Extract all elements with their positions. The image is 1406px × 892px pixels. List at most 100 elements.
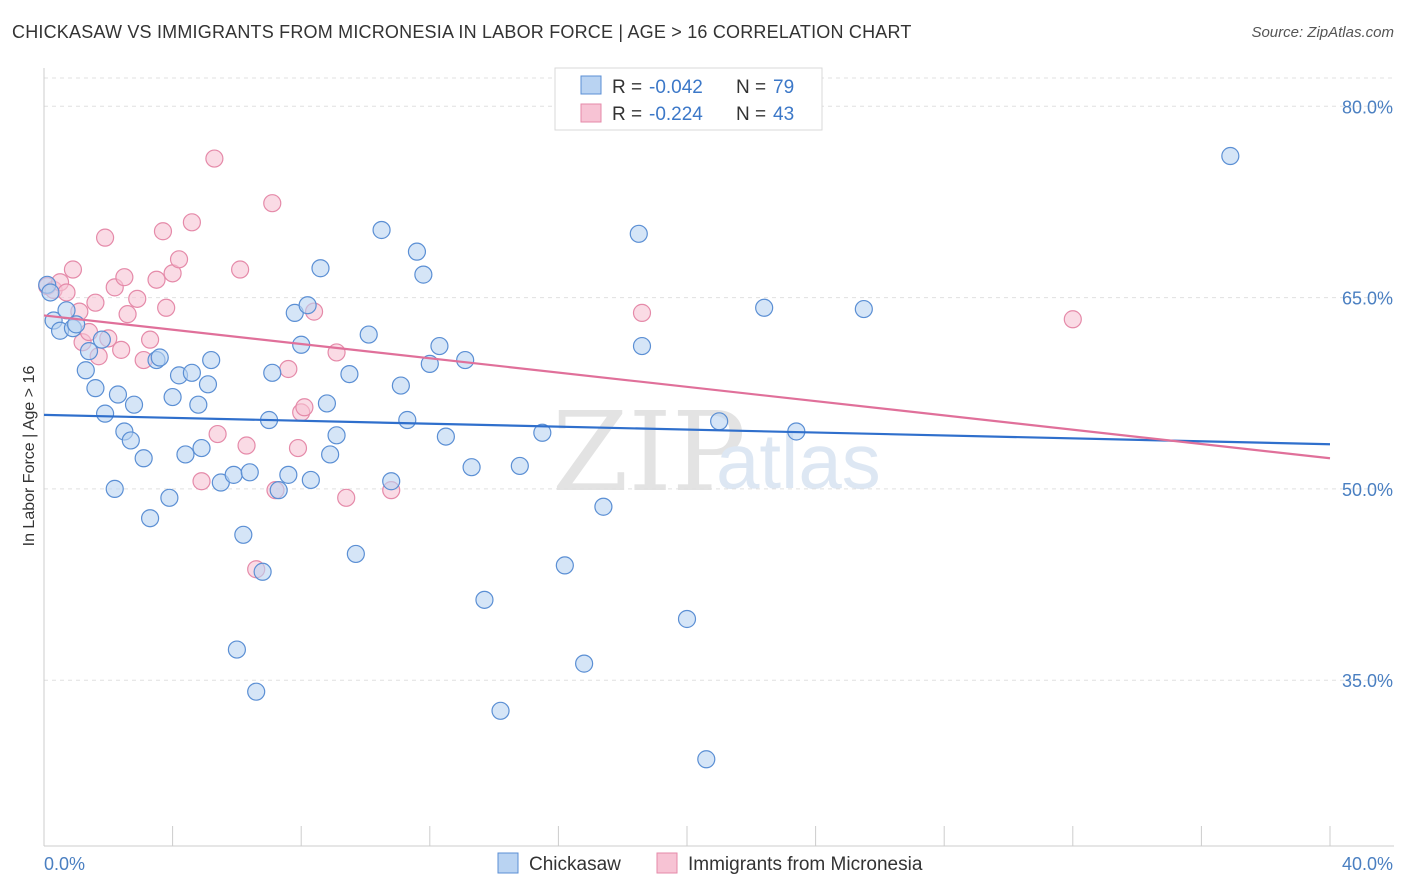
chickasaw-point-28 (198, 375, 218, 394)
micronesia-point-3 (57, 283, 76, 302)
micronesia-point-31 (263, 194, 282, 213)
chickasaw-point-54 (391, 376, 410, 395)
chickasaw-point-65 (510, 456, 529, 476)
legend-n-value-2: 43 (773, 104, 794, 125)
chickasaw-point-11 (95, 404, 115, 423)
chickasaw-point-22 (163, 387, 182, 407)
micronesia-point-41 (632, 303, 652, 322)
chickasaw-point-48 (327, 426, 346, 445)
y-tick-label-2: 50.0% (1342, 480, 1393, 500)
chickasaw-point-33 (234, 525, 253, 544)
chickasaw-point-34 (240, 463, 259, 482)
micronesia-point-28 (231, 260, 250, 279)
chickasaw-point-38 (263, 363, 282, 382)
chickasaw-point-18 (140, 509, 160, 528)
micronesia-point-13 (112, 340, 131, 359)
chickasaw-point-51 (359, 325, 378, 344)
x-tick-label-1: 40.0% (1342, 854, 1393, 874)
trend-lines (43, 314, 1331, 460)
chickasaw-point-59 (430, 336, 449, 356)
chickasaw-point-57 (414, 265, 433, 284)
y-tick-label-1: 65.0% (1342, 289, 1393, 309)
legend-r-value-1: -0.042 (649, 77, 703, 98)
chickasaw-point-8 (79, 342, 99, 361)
micronesia-point-20 (153, 222, 173, 241)
chickasaw-point-75 (755, 298, 774, 317)
series-chickasaw-points (38, 146, 1240, 769)
chickasaw-point-70 (629, 224, 648, 243)
x-tick-label-0: 0.0% (44, 854, 85, 874)
micronesia-point-36 (295, 398, 314, 417)
y-tick-label-3: 35.0% (1342, 671, 1393, 691)
chickasaw-point-68 (575, 654, 594, 673)
y-tick-labels: 80.0% 65.0% 50.0% 35.0% (1342, 97, 1393, 691)
chickasaw-point-9 (86, 379, 105, 398)
chickasaw-point-31 (224, 465, 243, 484)
chickasaw-point-24 (176, 445, 195, 464)
chickasaw-point-44 (301, 470, 320, 490)
micronesia-point-23 (169, 250, 189, 269)
correlation-legend: R = -0.042 N = 79 R = -0.224 N = 43 (554, 67, 823, 131)
chickasaw-point-27 (192, 438, 211, 458)
chickasaw-point-39 (269, 481, 288, 500)
bottom-legend-chickasaw: Chickasaw (529, 854, 621, 875)
chickasaw-point-52 (372, 220, 391, 240)
chickasaw-point-74 (710, 412, 729, 431)
gridlines (44, 77, 1394, 681)
axes (43, 68, 1394, 847)
chickasaw-point-29 (202, 350, 221, 370)
chickasaw-point-66 (533, 423, 552, 442)
micronesia-point-34 (288, 438, 308, 458)
chickasaw-point-15 (121, 431, 140, 450)
micronesia-point-10 (95, 228, 115, 247)
chickasaw-point-17 (134, 449, 153, 468)
bottom-legend-swatch-micronesia (656, 852, 678, 874)
micronesia-point-24 (182, 213, 201, 232)
chickasaw-point-1 (41, 283, 60, 302)
micronesia-point-18 (140, 330, 160, 349)
micronesia-point-25 (192, 472, 211, 491)
chickasaw-point-64 (491, 701, 510, 720)
x-ticks (172, 826, 1331, 846)
chickasaw-point-78 (1221, 146, 1240, 166)
chart-title: CHICKASAW VS IMMIGRANTS FROM MICRONESIA … (12, 22, 912, 42)
micronesia-point-15 (118, 305, 137, 324)
chickasaw-point-71 (632, 336, 652, 356)
chickasaw-point-49 (340, 364, 359, 384)
chickasaw-point-72 (677, 609, 697, 629)
chickasaw-point-45 (311, 259, 330, 278)
chickasaw-point-56 (407, 242, 427, 261)
chickasaw-point-69 (594, 497, 613, 516)
bottom-legend-swatch-chickasaw (497, 852, 519, 874)
x-tick-labels: 0.0% 40.0% (44, 854, 1393, 874)
micronesia-point-26 (205, 149, 224, 168)
micronesia-point-29 (237, 436, 256, 455)
chickasaw-point-50 (346, 544, 365, 564)
legend-r-label-1: R = (612, 77, 642, 98)
chickasaw-point-25 (182, 363, 201, 382)
legend-r-value-2: -0.224 (649, 104, 703, 125)
legend-r-label-2: R = (612, 104, 642, 125)
micronesia-trend-line (43, 314, 1331, 460)
chickasaw-point-67 (555, 556, 574, 575)
legend-n-label-2: N = (736, 104, 766, 125)
chickasaw-point-40 (279, 465, 298, 484)
micronesia-point-19 (147, 270, 166, 289)
chickasaw-point-10 (92, 330, 111, 349)
legend-swatch-micronesia (580, 103, 602, 123)
chickasaw-point-47 (321, 445, 340, 464)
micronesia-point-33 (279, 359, 298, 379)
chickasaw-point-43 (298, 296, 317, 315)
legend-n-label-1: N = (736, 77, 766, 98)
chickasaw-point-63 (475, 590, 494, 609)
micronesia-point-21 (157, 298, 176, 317)
chickasaw-point-46 (317, 394, 337, 413)
micronesia-point-8 (86, 293, 105, 312)
micronesia-point-16 (128, 289, 147, 308)
micronesia-point-39 (337, 488, 356, 507)
chickasaw-point-77 (854, 299, 873, 319)
chickasaw-point-12 (105, 479, 124, 498)
micronesia-point-4 (63, 260, 83, 279)
legend-swatch-chickasaw (580, 75, 602, 95)
